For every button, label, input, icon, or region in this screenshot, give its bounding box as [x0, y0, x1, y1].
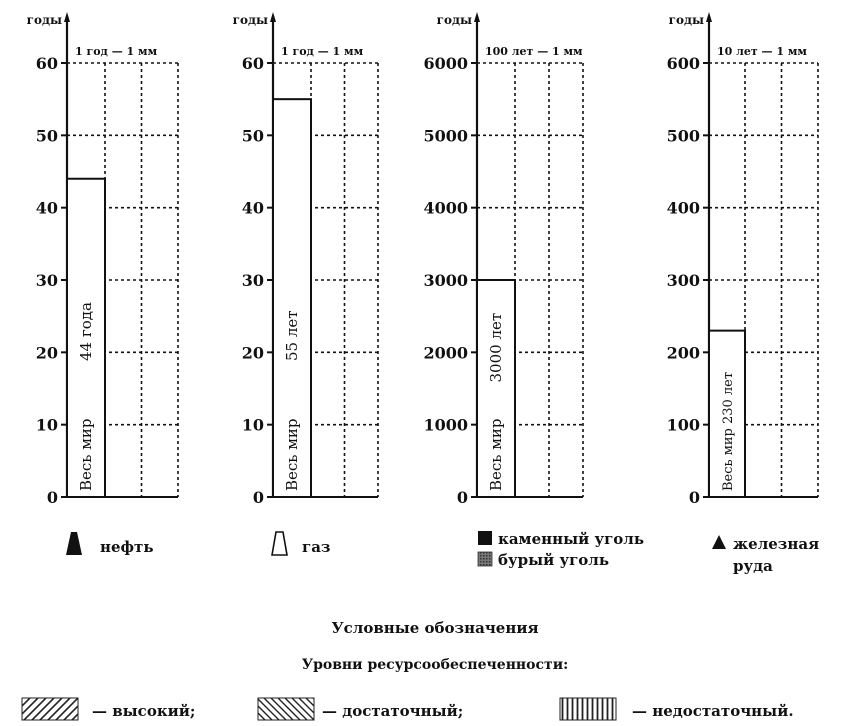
- legend-iron-ore: железная руда: [712, 535, 819, 575]
- bar-data-label: 55 лет: [283, 310, 301, 361]
- y-axis-label: годы: [27, 13, 62, 27]
- y-tick-label: 6000: [423, 54, 468, 73]
- y-tick-label: 60: [36, 54, 58, 73]
- y-tick-label: 0: [47, 488, 58, 507]
- bar-world: [476, 279, 516, 498]
- bar-category-label: Весь мир: [283, 418, 301, 491]
- y-tick-label: 10: [36, 416, 58, 435]
- y-tick-label: 0: [253, 488, 264, 507]
- triangle-icon: [712, 535, 726, 549]
- legend-gas-label: газ: [302, 538, 330, 556]
- y-tick-label: 200: [667, 343, 700, 362]
- y-tick-label: 30: [36, 271, 58, 290]
- y-tick-label: 50: [242, 126, 264, 145]
- chart-2: 0 10 20 30 40 50 60 годы 1 год — 1 мм Весь мир 55 …: [233, 12, 379, 507]
- y-axis-arrow: [270, 12, 276, 22]
- bar-category-label: Весь мир 230 лет: [721, 372, 736, 491]
- scale-note: 100 лет — 1 мм: [485, 45, 583, 58]
- bar-world: [272, 98, 312, 499]
- legend-brown-coal-label: бурый уголь: [498, 551, 609, 569]
- y-tick-label: 0: [457, 488, 468, 507]
- legend-oil-label: нефть: [100, 538, 154, 556]
- pattern-insufficient-swatch: [559, 697, 617, 721]
- y-axis-label: годы: [669, 13, 704, 27]
- gas-icon: [271, 531, 288, 556]
- y-tick-label: 0: [689, 488, 700, 507]
- bar-world: [708, 329, 746, 498]
- y-tick-label: 600: [667, 54, 700, 73]
- y-tick-label: 3000: [423, 271, 468, 290]
- scale-note: 1 год — 1 мм: [281, 45, 364, 58]
- hatched-square-icon: [477, 551, 493, 567]
- pattern-sufficient-swatch: [257, 697, 315, 721]
- y-tick-label: 2000: [423, 343, 468, 362]
- level-insufficient: — недостаточный.: [559, 697, 794, 721]
- pattern-high-swatch: [21, 697, 79, 721]
- y-axis-arrow: [706, 12, 712, 22]
- legend-gas: газ: [271, 531, 330, 556]
- y-tick-label: 60: [242, 54, 264, 73]
- y-tick-label: 40: [242, 199, 264, 218]
- y-tick-label: 500: [667, 126, 700, 145]
- y-axis-arrow: [474, 12, 480, 22]
- scale-note: 1 год — 1 мм: [75, 45, 158, 58]
- level-sufficient-label: — достаточный;: [322, 702, 463, 720]
- y-tick-label: 20: [242, 343, 264, 362]
- y-tick-label: 1000: [423, 416, 468, 435]
- level-sufficient: — достаточный;: [257, 697, 463, 721]
- y-tick-label: 5000: [423, 126, 468, 145]
- y-tick-label: 4000: [423, 199, 468, 218]
- y-axis-label: годы: [437, 13, 472, 27]
- bottom-legend-title: Условные обозначения: [331, 619, 538, 637]
- chart-4: 0 100 200 300 400 500 600 годы 10 лет — 1 мм Весь…: [667, 12, 819, 507]
- bar-category-label: Весь мир: [487, 418, 505, 491]
- chart-1: 0 10 20 30 40 50 60 годы 1 год — 1 мм Весь мир 44 …: [27, 12, 179, 507]
- y-tick-label: 100: [667, 416, 700, 435]
- legend-coal: каменный уголь бурый уголь: [477, 530, 644, 569]
- level-high-label: — высокий;: [92, 702, 195, 720]
- bar-world: [66, 177, 106, 498]
- chart-3: 0 1000 2000 3000 4000 5000 6000 годы 100 лет — 1…: [423, 12, 584, 507]
- black-square-icon: [478, 531, 492, 545]
- legend-oil: нефть: [66, 532, 154, 556]
- scale-note: 10 лет — 1 мм: [717, 45, 807, 58]
- oil-derrick-icon: [66, 532, 82, 555]
- y-tick-label: 400: [667, 199, 700, 218]
- bar-data-label: 3000 лет: [487, 313, 505, 383]
- level-insufficient-label: — недостаточный.: [632, 702, 794, 720]
- y-tick-label: 10: [242, 416, 264, 435]
- y-axis-arrow: [64, 12, 70, 22]
- y-tick-label: 20: [36, 343, 58, 362]
- bar-data-label: 44 года: [77, 302, 95, 361]
- y-tick-label: 30: [242, 271, 264, 290]
- legend-hard-coal-label: каменный уголь: [498, 530, 644, 548]
- level-high: — высокий;: [21, 697, 195, 721]
- y-axis-label: годы: [233, 13, 268, 27]
- bottom-legend-subtitle: Уровни ресурсообеспеченности:: [302, 657, 569, 673]
- y-tick-label: 50: [36, 126, 58, 145]
- legend-iron-ore-label-line1: железная: [733, 535, 819, 553]
- legend-iron-ore-label-line2: руда: [733, 557, 773, 575]
- bar-category-label: Весь мир: [77, 418, 95, 491]
- y-tick-label: 300: [667, 271, 700, 290]
- y-tick-label: 40: [36, 199, 58, 218]
- charts-layer: 0 10 20 30 40 50 60 годы 1 год — 1 мм Весь мир 44 …: [27, 12, 819, 507]
